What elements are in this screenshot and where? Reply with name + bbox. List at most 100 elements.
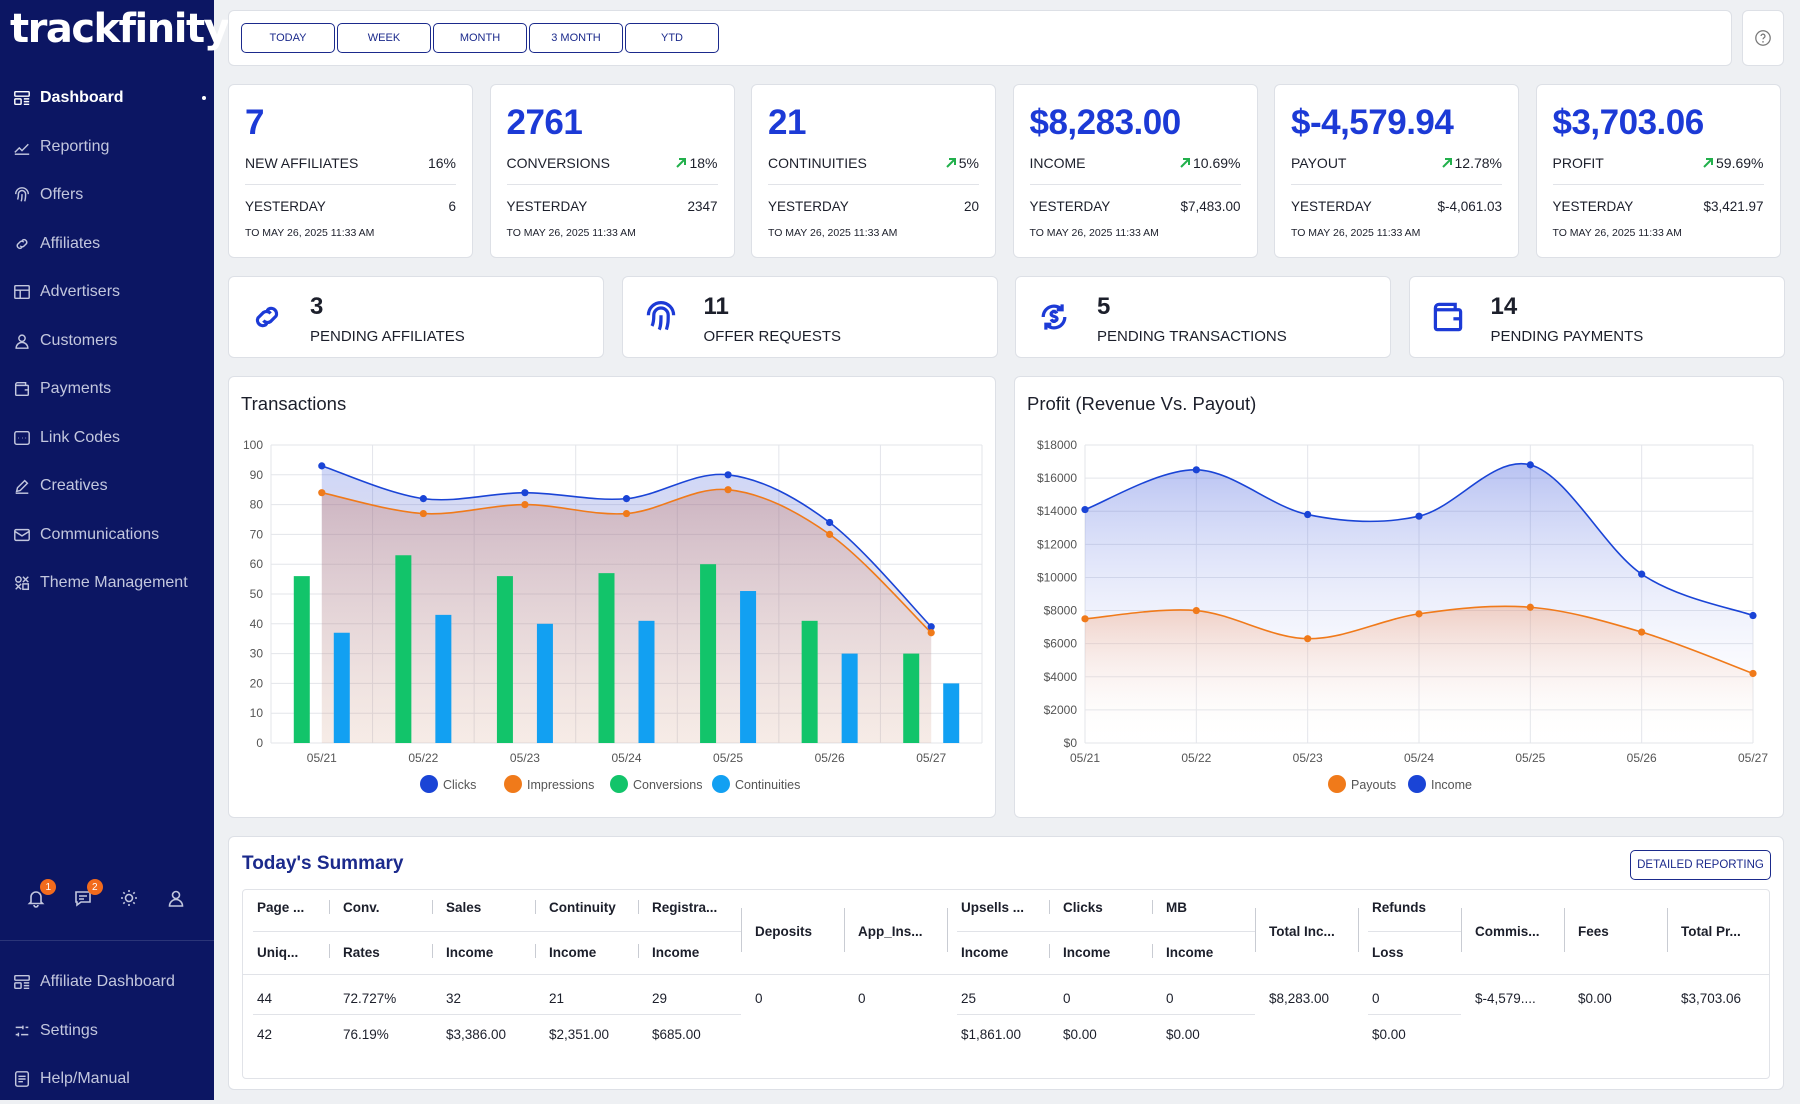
column-header[interactable]: Sales xyxy=(446,900,482,915)
column-header[interactable]: Commis... xyxy=(1475,924,1540,939)
filter-week[interactable]: WEEK xyxy=(337,23,431,53)
table-cell: 0 xyxy=(1063,991,1071,1006)
stat-yesterday-label: YESTERDAY xyxy=(506,199,588,214)
column-separator[interactable] xyxy=(1049,944,1050,958)
stat-value: 2761 xyxy=(506,103,583,142)
help-icon[interactable] xyxy=(1742,10,1784,66)
column-subheader[interactable]: Income xyxy=(446,945,494,960)
continuities-bar xyxy=(536,623,553,743)
shapes-icon xyxy=(12,573,32,593)
pending-label: PENDING AFFILIATES xyxy=(310,328,465,345)
detailed-reporting-button[interactable]: DETAILED REPORTING xyxy=(1630,850,1771,880)
pending-card-pending-transactions[interactable]: 5 PENDING TRANSACTIONS xyxy=(1015,276,1391,358)
column-header[interactable]: MB xyxy=(1166,900,1187,915)
pending-card-offer-requests[interactable]: 11 OFFER REQUESTS xyxy=(621,276,998,358)
column-header[interactable]: Deposits xyxy=(755,924,813,939)
column-separator[interactable] xyxy=(741,908,742,952)
bell-icon[interactable]: 1 xyxy=(26,879,57,910)
column-subheader[interactable]: Income xyxy=(652,945,700,960)
stat-card-income[interactable]: $8,283.00 INCOME 10.69% YESTERDAY $7,483.00 T… xyxy=(1012,84,1258,258)
payouts-point xyxy=(1526,603,1534,611)
x-tick-label: 05/27 xyxy=(1738,751,1768,765)
payouts-point xyxy=(1081,615,1089,623)
pending-card-pending-payments[interactable]: 14 PENDING PAYMENTS xyxy=(1408,276,1785,358)
column-header[interactable]: Registra... xyxy=(652,900,718,915)
column-separator[interactable] xyxy=(638,944,639,958)
conversions-bar xyxy=(496,576,513,743)
column-separator[interactable] xyxy=(432,944,433,958)
sidebar-item-affiliates[interactable]: Affiliates xyxy=(0,220,214,269)
column-header[interactable]: Upsells ... xyxy=(961,900,1025,915)
sidebar-item-reporting[interactable]: Reporting xyxy=(0,123,214,172)
column-separator[interactable] xyxy=(1358,908,1359,952)
column-subheader[interactable]: Income xyxy=(961,945,1009,960)
filter-3-month[interactable]: 3 MONTH xyxy=(529,23,623,53)
sidebar-toolbar: 1 2 xyxy=(0,879,214,910)
stat-card-new-affiliates[interactable]: 7 NEW AFFILIATES 16% YESTERDAY 6 TO MAY 26, 2… xyxy=(228,84,473,258)
column-separator[interactable] xyxy=(1255,908,1256,952)
column-separator[interactable] xyxy=(638,900,639,914)
filter-today[interactable]: TODAY xyxy=(241,23,335,53)
column-separator[interactable] xyxy=(1461,908,1462,952)
stat-card-conversions[interactable]: 2761 CONVERSIONS 18% YESTERDAY 2347 TO MAY 26… xyxy=(489,84,735,258)
stat-card-profit[interactable]: $3,703.06 PROFIT 59.69% YESTERDAY $3,421.97 T… xyxy=(1535,84,1781,258)
sidebar-item-offers[interactable]: Offers xyxy=(0,171,214,220)
filter-ytd[interactable]: YTD xyxy=(625,23,719,53)
column-header[interactable]: Continuity xyxy=(549,900,616,915)
column-subheader[interactable]: Loss xyxy=(1372,945,1404,960)
column-separator[interactable] xyxy=(1564,908,1565,952)
stat-date: TO MAY 26, 2025 11:33 AM xyxy=(1291,227,1421,239)
column-separator[interactable] xyxy=(329,900,330,914)
stat-card-continuities[interactable]: 21 CONTINUITIES 5% YESTERDAY 20 TO MAY 26, 20… xyxy=(751,84,996,258)
sidebar-item-help-manual[interactable]: Help/Manual xyxy=(0,1055,214,1104)
column-separator[interactable] xyxy=(535,900,536,914)
column-header[interactable]: Page ... xyxy=(257,900,305,915)
sidebar-item-link-codes[interactable]: Link Codes xyxy=(0,414,214,463)
sidebar-item-dashboard[interactable]: Dashboard xyxy=(0,74,214,123)
sidebar-item-advertisers[interactable]: Advertisers xyxy=(0,268,214,317)
column-subheader[interactable]: Rates xyxy=(343,945,380,960)
sidebar-item-affiliate-dashboard[interactable]: Affiliate Dashboard xyxy=(0,958,214,1007)
column-separator[interactable] xyxy=(947,908,948,952)
y-tick-label: 50 xyxy=(250,587,264,601)
stat-change-value: 16% xyxy=(427,155,456,171)
column-separator[interactable] xyxy=(432,900,433,914)
column-separator[interactable] xyxy=(535,944,536,958)
sidebar-item-communications[interactable]: Communications xyxy=(0,511,214,560)
stat-card-payout[interactable]: $-4,579.94 PAYOUT 12.78% YESTERDAY $-4,061.0… xyxy=(1274,84,1519,258)
column-header[interactable]: Conv. xyxy=(343,900,380,915)
stat-date: TO MAY 26, 2025 11:33 AM xyxy=(1029,227,1159,239)
chat-icon[interactable]: 2 xyxy=(73,879,103,910)
column-header[interactable]: Refunds xyxy=(1372,900,1426,915)
y-tick-label: $10000 xyxy=(1037,570,1077,584)
pending-card-pending-affiliates[interactable]: 3 PENDING AFFILIATES xyxy=(228,276,604,358)
column-subheader[interactable]: Uniq... xyxy=(257,945,299,960)
column-separator[interactable] xyxy=(1152,944,1153,958)
column-header[interactable]: Total Pr... xyxy=(1681,924,1741,939)
sidebar-item-payments[interactable]: Payments xyxy=(0,365,214,414)
column-header[interactable]: App_Ins... xyxy=(858,924,923,939)
column-subheader[interactable]: Income xyxy=(1063,945,1111,960)
profile-icon[interactable] xyxy=(166,888,188,910)
sidebar-item-customers[interactable]: Customers xyxy=(0,317,214,366)
column-subheader[interactable]: Income xyxy=(549,945,597,960)
filter-month[interactable]: MONTH xyxy=(433,23,527,53)
column-header[interactable]: Fees xyxy=(1578,924,1609,939)
sidebar-item-settings[interactable]: Settings xyxy=(0,1007,214,1056)
column-separator[interactable] xyxy=(1152,900,1153,914)
stat-date: TO MAY 26, 2025 11:33 AM xyxy=(506,227,636,239)
column-separator[interactable] xyxy=(329,944,330,958)
column-header[interactable]: Total Inc... xyxy=(1269,924,1335,939)
column-separator[interactable] xyxy=(844,908,845,952)
stat-change-value: 5% xyxy=(958,155,979,171)
column-separator[interactable] xyxy=(1049,900,1050,914)
column-subheader[interactable]: Income xyxy=(1166,945,1214,960)
table-cell: $0.00 xyxy=(1063,1027,1097,1042)
dashboard-icon xyxy=(12,88,32,108)
sidebar-item-theme-management[interactable]: Theme Management xyxy=(0,559,214,608)
sun-icon[interactable] xyxy=(119,888,141,910)
logo[interactable]: trackfinity xyxy=(10,6,230,52)
column-separator[interactable] xyxy=(1667,908,1668,952)
sidebar-item-creatives[interactable]: Creatives xyxy=(0,462,214,511)
column-header[interactable]: Clicks xyxy=(1063,900,1103,915)
